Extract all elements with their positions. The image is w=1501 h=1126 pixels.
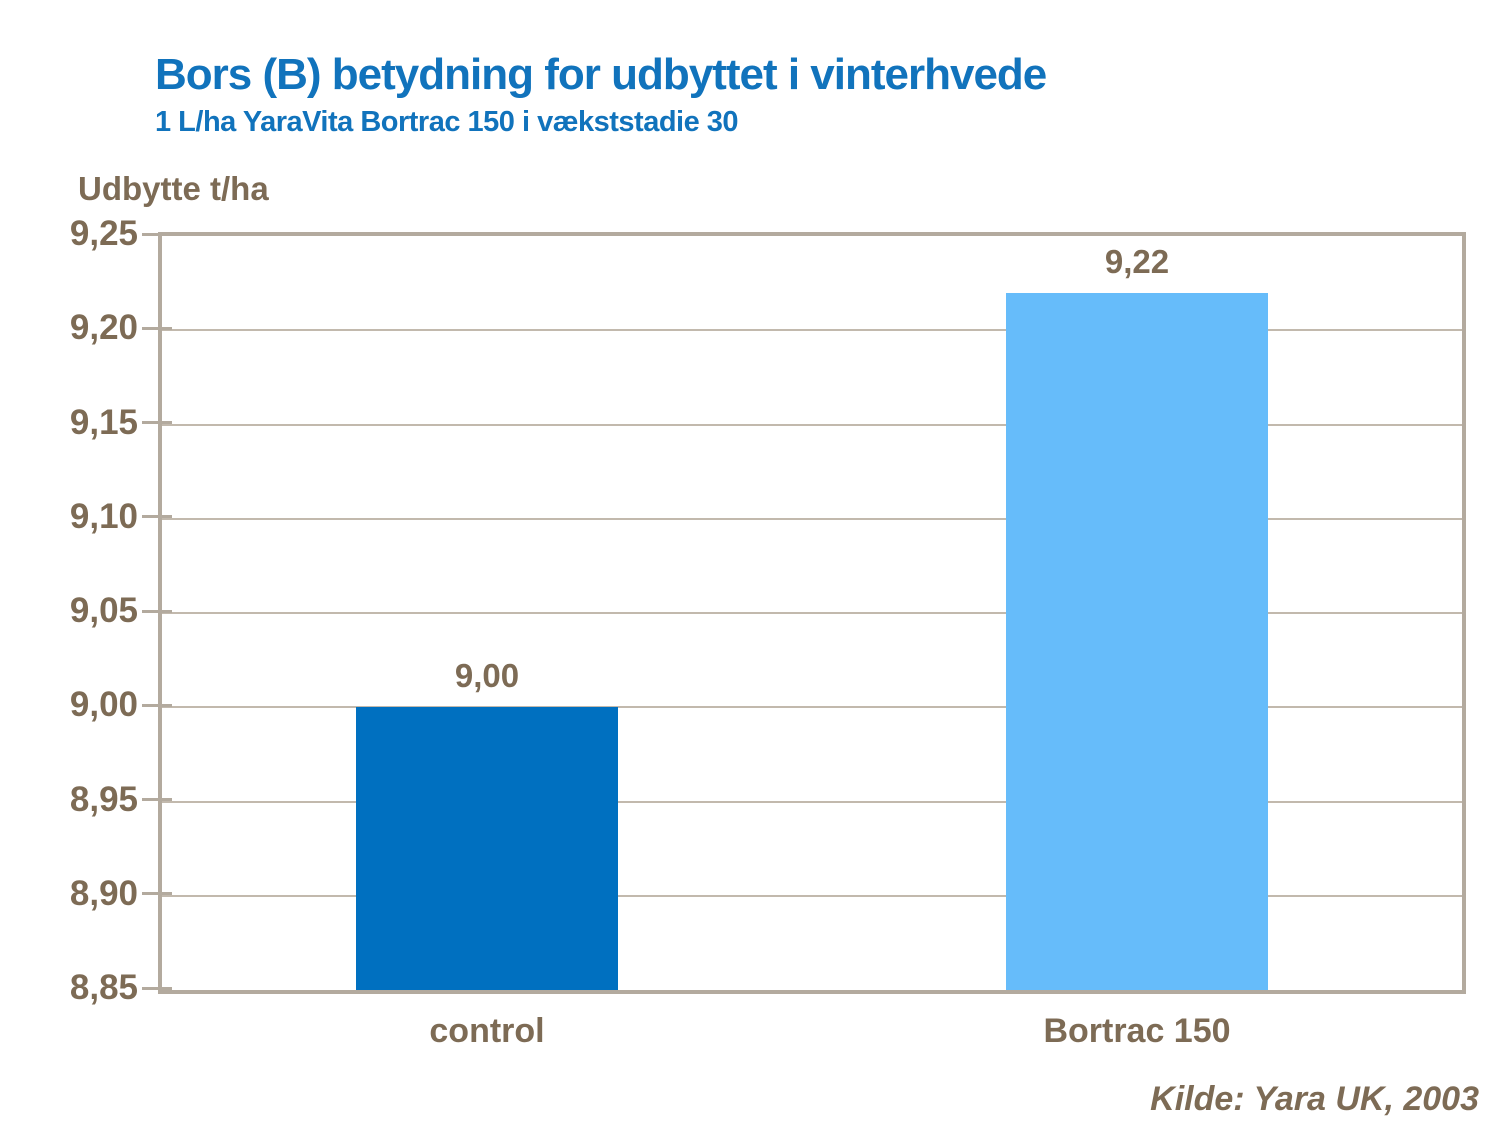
y-axis-tick xyxy=(142,609,172,613)
y-tick-label: 8,90 xyxy=(69,873,138,913)
y-tick-label: 9,15 xyxy=(69,402,138,442)
gridline xyxy=(162,894,1462,897)
bar-value-label: 9,22 xyxy=(1104,242,1170,280)
y-tick-label: 8,95 xyxy=(69,779,138,819)
gridline xyxy=(162,517,1462,520)
y-tick-label: 9,10 xyxy=(69,496,138,536)
chart-title: Bors (B) betydning for udbyttet i vinter… xyxy=(155,50,1047,99)
y-axis-tick xyxy=(142,326,172,330)
y-axis-tick xyxy=(142,232,172,236)
y-axis-title: Udbytte t/ha xyxy=(78,170,269,207)
y-tick-label: 9,20 xyxy=(69,308,138,348)
y-tick-label: 8,85 xyxy=(69,968,138,1007)
y-axis-tick xyxy=(142,892,172,896)
x-tick-label-bortrac-150: Bortrac 150 xyxy=(1043,1012,1231,1050)
y-axis-tick xyxy=(142,703,172,707)
gridline xyxy=(162,329,1462,332)
y-tick-label: 9,25 xyxy=(69,214,138,253)
y-axis-tick xyxy=(142,986,172,990)
y-axis-tick xyxy=(142,798,172,801)
y-axis-tick xyxy=(142,421,172,424)
y-axis-tick xyxy=(142,515,172,519)
y-tick-label: 9,00 xyxy=(69,685,138,725)
gridline xyxy=(162,706,1462,709)
gridline xyxy=(162,423,1462,426)
bar-value-label: 9,00 xyxy=(454,657,520,695)
bar-bortrac-150 xyxy=(1006,292,1268,990)
chart-subtitle: 1 L/ha YaraVita Bortrac 150 i vækststadi… xyxy=(155,106,739,138)
bar-control xyxy=(356,707,618,990)
x-tick-label-control: control xyxy=(429,1012,545,1050)
gridline xyxy=(162,800,1462,803)
plot-area xyxy=(158,232,1466,994)
y-tick-label: 9,05 xyxy=(69,591,138,630)
gridline xyxy=(162,612,1462,614)
source-note: Kilde: Yara UK, 2003 xyxy=(1150,1080,1479,1118)
